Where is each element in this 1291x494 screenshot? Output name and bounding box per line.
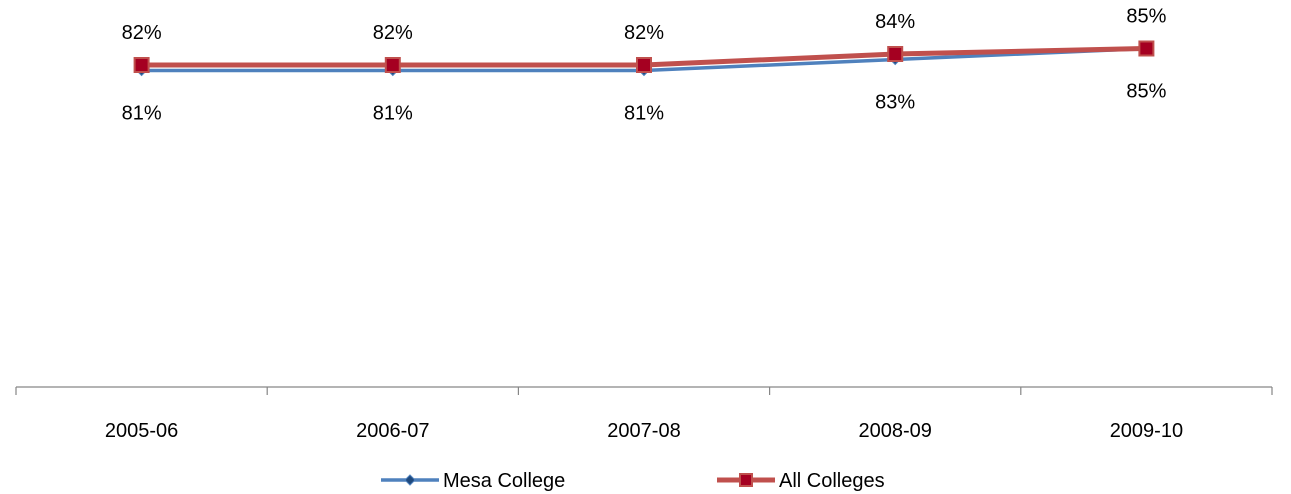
data-label-mesa-college: 81% <box>624 103 664 125</box>
data-point-all-colleges <box>133 57 150 73</box>
x-axis: 2005-06 2006-07 2007-08 2008-09 2009-10 <box>15 386 1273 442</box>
series-layer <box>133 40 1155 77</box>
x-tick-label: 2009-10 <box>1110 420 1183 442</box>
legend-label: Mesa College <box>443 470 565 492</box>
data-point-all-colleges <box>636 57 652 73</box>
data-point-all-colleges <box>384 57 401 73</box>
legend-marker-square <box>739 473 753 487</box>
data-label-all-colleges: 84% <box>875 11 915 33</box>
x-tick-label: 2008-09 <box>858 420 931 442</box>
legend-label: All Colleges <box>779 470 885 492</box>
data-label-mesa-college: 85% <box>1126 81 1166 103</box>
data-point-all-colleges <box>1138 40 1155 57</box>
legend-item-mesa-college: Mesa College <box>381 470 565 492</box>
data-label-mesa-college: 81% <box>373 103 413 125</box>
data-label-all-colleges: 82% <box>373 22 413 44</box>
data-label-mesa-college: 81% <box>122 103 162 125</box>
data-label-all-colleges: 82% <box>624 22 664 44</box>
data-label-all-colleges: 82% <box>122 22 162 44</box>
x-tick-label: 2007-08 <box>607 420 680 442</box>
data-label-mesa-college: 83% <box>875 92 915 114</box>
x-tick-label: 2006-07 <box>356 420 429 442</box>
legend: Mesa College All Colleges <box>381 470 885 492</box>
legend-item-all-colleges: All Colleges <box>717 470 885 492</box>
x-tick-label: 2005-06 <box>105 420 178 442</box>
data-label-all-colleges: 85% <box>1126 6 1166 28</box>
data-labels: 81% 81% 81% 83% 85% 82% 82% 82% 84% 85% <box>122 6 1167 125</box>
data-point-all-colleges <box>887 46 904 62</box>
legend-marker-diamond <box>404 474 416 486</box>
